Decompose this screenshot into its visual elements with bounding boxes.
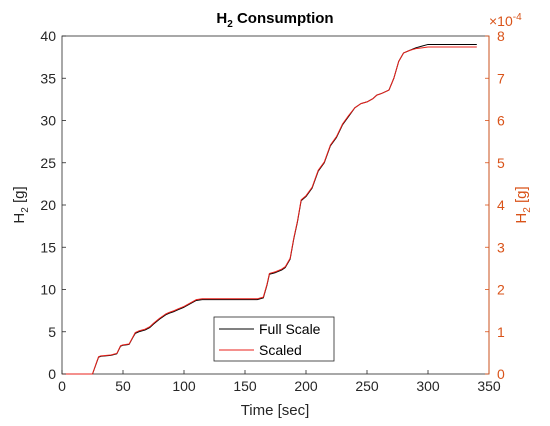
series-group — [62, 43, 477, 375]
legend-label-scaled: Scaled — [259, 342, 302, 358]
y-right-tick-label: 4 — [497, 197, 505, 213]
legend-box — [213, 316, 335, 362]
y-right-ticks: 0 1 2 3 4 5 6 7 8 — [485, 28, 505, 382]
y-right-tick-label: 3 — [497, 239, 505, 255]
y-right-axis-label: H2 [g] — [513, 186, 533, 223]
y-right-tick-label: 0 — [497, 366, 505, 382]
y-right-tick-label: 1 — [497, 324, 505, 340]
y-left-axis-label: H2 [g] — [11, 186, 31, 223]
x-tick-label: 200 — [294, 378, 318, 394]
x-tick-label: 250 — [355, 378, 379, 394]
y-left-tick-label: 0 — [48, 366, 56, 382]
x-tick-label: 350 — [477, 378, 501, 394]
y-right-tick-label: 7 — [497, 70, 505, 86]
legend: Full Scale Scaled — [213, 316, 335, 362]
legend-label-full-scale: Full Scale — [259, 321, 321, 337]
y-right-tick-label: 2 — [497, 282, 505, 298]
y-left-tick-label: 5 — [48, 324, 56, 340]
x-tick-label: 150 — [233, 378, 257, 394]
series-line-scaled — [62, 46, 477, 375]
y-left-ticks: 0 5 10 15 20 25 30 35 40 — [40, 28, 66, 382]
y-left-tick-label: 30 — [40, 113, 56, 129]
x-tick-label: 100 — [172, 378, 196, 394]
x-tick-label: 0 — [58, 378, 66, 394]
x-tick-label: 50 — [115, 378, 131, 394]
y-left-tick-label: 15 — [40, 239, 56, 255]
y-left-tick-label: 35 — [40, 70, 56, 86]
y-left-tick-label: 20 — [40, 197, 56, 213]
y-left-tick-label: 10 — [40, 282, 56, 298]
y-right-tick-label: 5 — [497, 155, 505, 171]
y-right-exponent: ×10-4 — [489, 12, 522, 29]
y-left-tick-label: 40 — [40, 28, 56, 44]
y-right-tick-label: 8 — [497, 28, 505, 44]
y-left-tick-label: 25 — [40, 155, 56, 171]
y-right-tick-label: 6 — [497, 113, 505, 129]
chart-title: H2 Consumption — [216, 10, 333, 30]
x-tick-label: 300 — [416, 378, 440, 394]
x-axis-label: Time [sec] — [241, 402, 310, 419]
x-ticks: 0 50 100 150 200 250 300 350 — [58, 370, 501, 394]
